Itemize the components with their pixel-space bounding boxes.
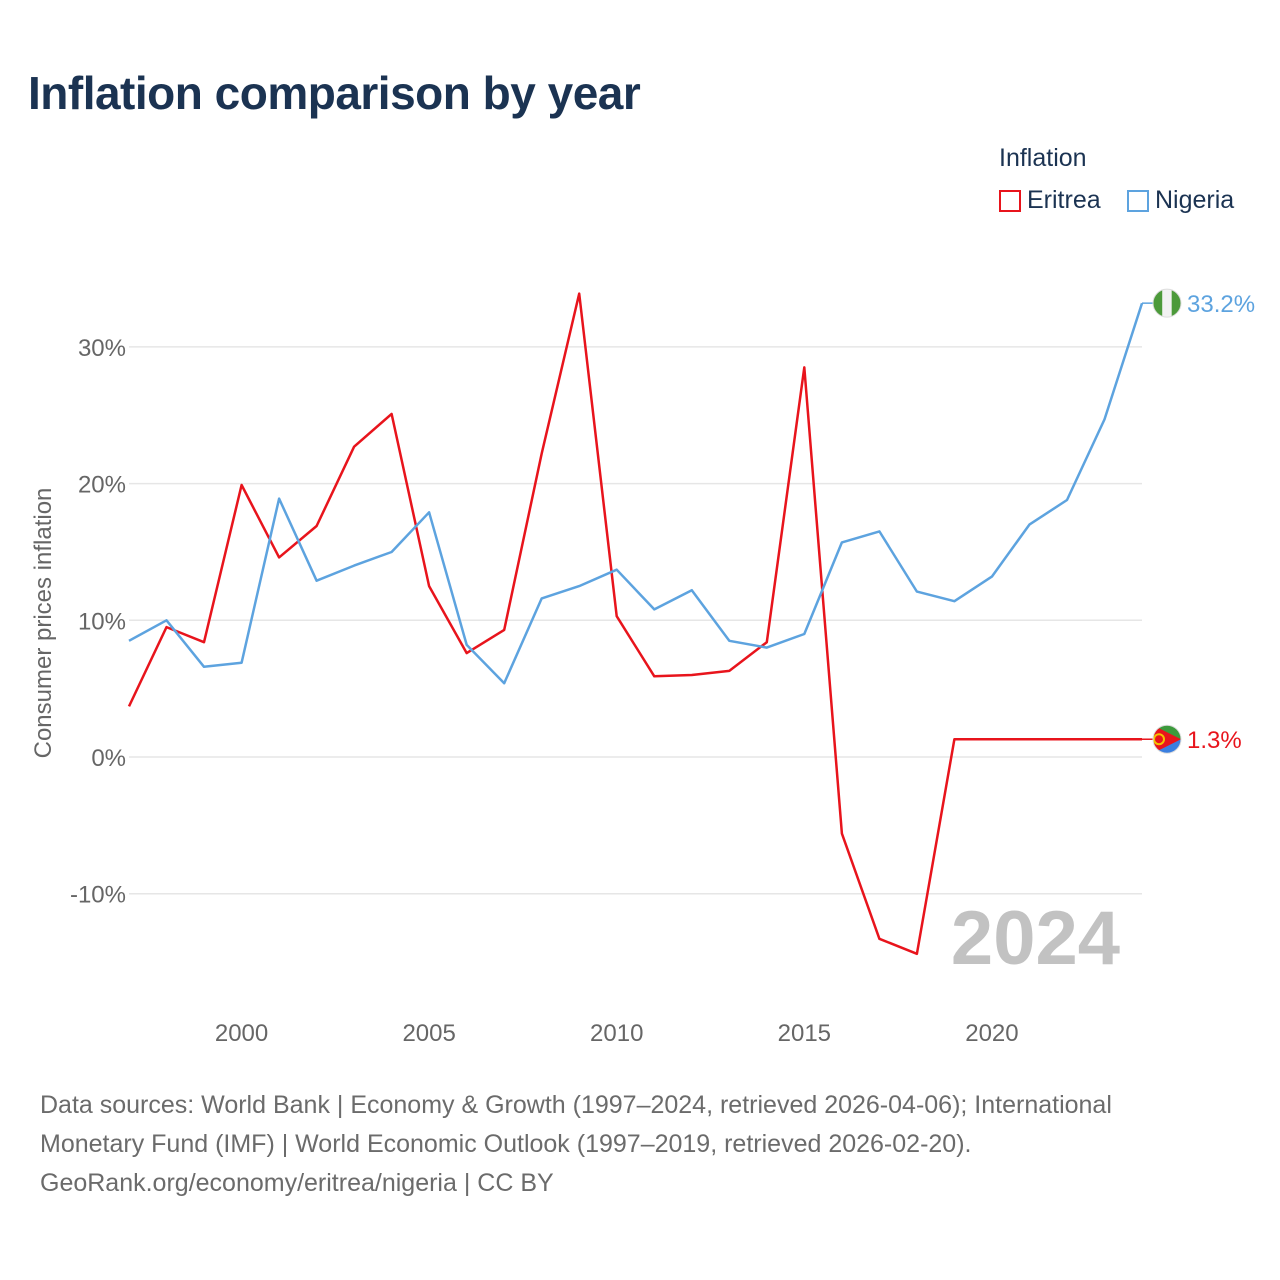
grid-lines xyxy=(129,346,1142,895)
y-tick-label: 10% xyxy=(78,608,126,635)
chart-title: Inflation comparison by year xyxy=(28,67,641,119)
end-value-label-nigeria: 33.2% xyxy=(1187,291,1255,318)
y-axis-label: Consumer prices inflation xyxy=(30,488,57,759)
series-line-eritrea[interactable] xyxy=(127,292,1142,956)
series-line-nigeria[interactable] xyxy=(128,302,1144,685)
footer-line-3[interactable]: GeoRank.org/economy/eritrea/nigeria | CC… xyxy=(40,1169,554,1197)
y-tick-label: 30% xyxy=(78,335,126,362)
legend-label-eritrea: Eritrea xyxy=(1027,186,1101,214)
end-markers: 1.3% 33.2% xyxy=(1142,288,1255,754)
x-tick-label: 2000 xyxy=(215,1020,268,1047)
end-value-label-eritrea: 1.3% xyxy=(1187,727,1242,754)
x-tick-label: 2015 xyxy=(778,1020,831,1047)
legend-title: Inflation xyxy=(999,144,1087,172)
x-axis-ticks: 2000 2005 2010 2015 2020 xyxy=(215,1020,1019,1047)
legend-item-eritrea[interactable]: Eritrea xyxy=(999,186,1101,215)
source-footer: Data sources: World Bank | Economy & Gro… xyxy=(40,1086,1220,1203)
y-tick-label: 0% xyxy=(91,745,126,772)
legend-swatch-eritrea xyxy=(999,189,1021,212)
flag-marker-nigeria xyxy=(1152,288,1182,318)
legend-label-nigeria: Nigeria xyxy=(1155,186,1235,214)
flag-marker-eritrea xyxy=(1152,724,1182,754)
footer-line-1: Data sources: World Bank | Economy & Gro… xyxy=(40,1091,1112,1119)
x-tick-label: 2010 xyxy=(590,1020,643,1047)
y-axis-ticks: -10% 0% 10% 20% 30% xyxy=(70,335,126,909)
series-lines xyxy=(127,292,1144,956)
footer-line-2: Monetary Fund (IMF) | World Economic Out… xyxy=(40,1130,972,1158)
y-tick-label: -10% xyxy=(70,882,126,909)
legend-item-nigeria[interactable]: Nigeria xyxy=(1127,186,1234,215)
legend-swatch-nigeria xyxy=(1127,189,1149,212)
year-watermark: 2024 xyxy=(951,896,1120,981)
x-tick-label: 2020 xyxy=(965,1020,1018,1047)
x-tick-label: 2005 xyxy=(402,1020,455,1047)
y-tick-label: 20% xyxy=(78,472,126,499)
